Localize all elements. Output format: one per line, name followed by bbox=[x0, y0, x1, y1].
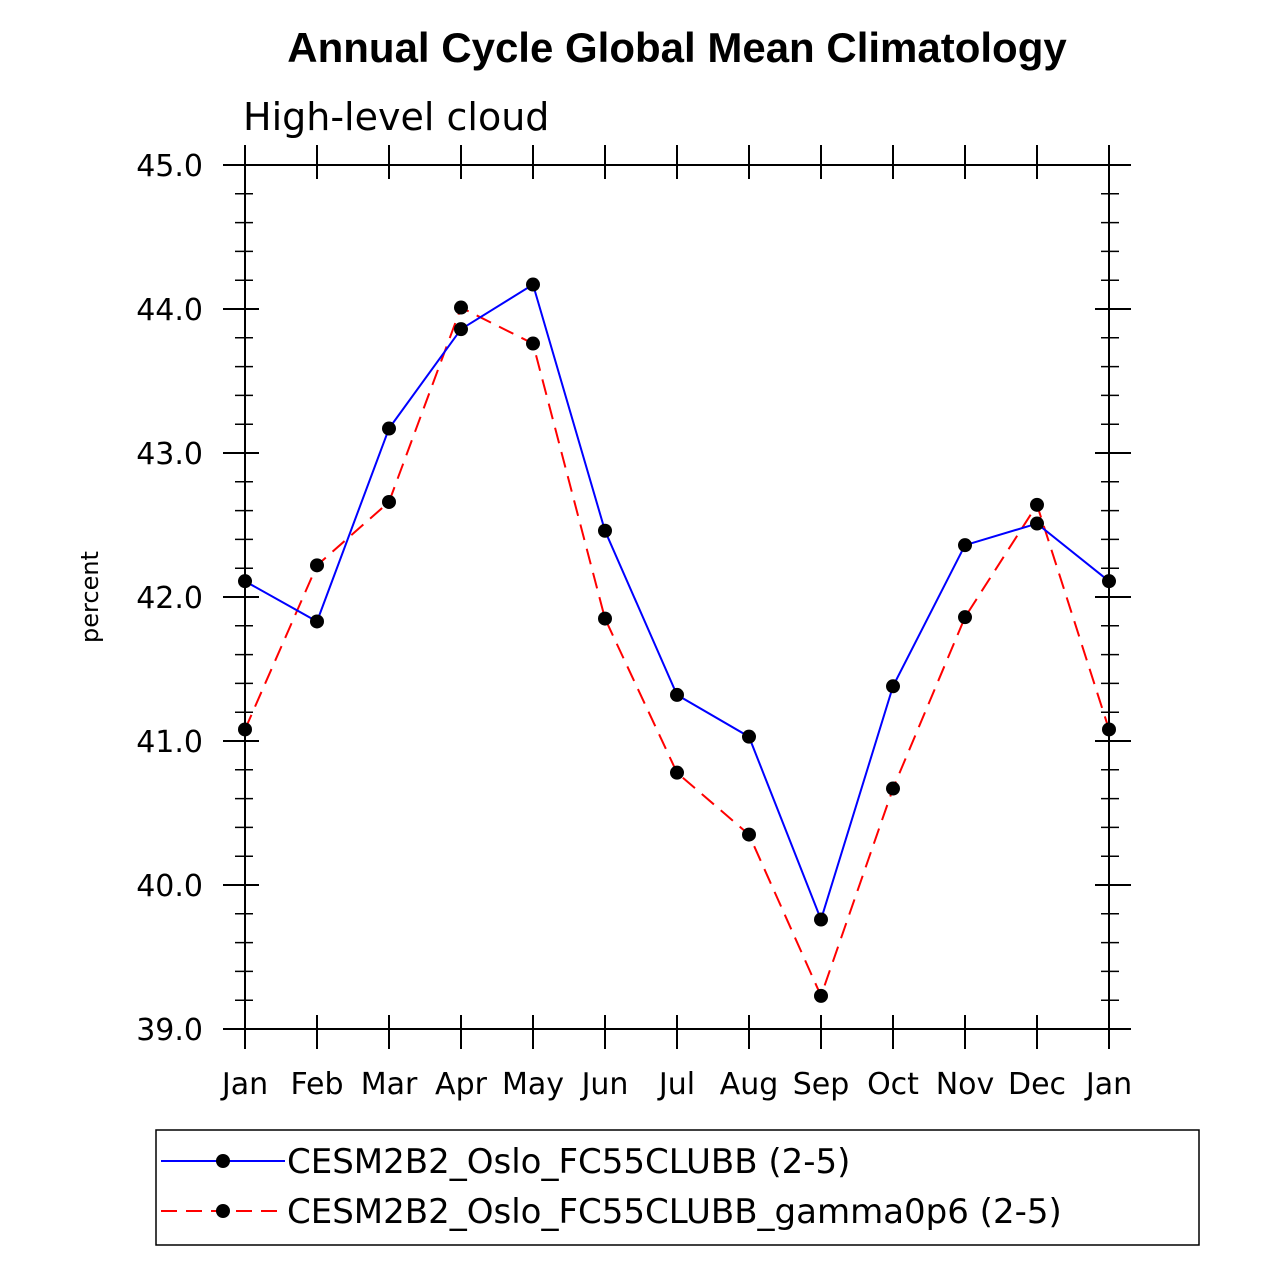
series-1-point bbox=[598, 523, 612, 538]
x-tick-label: Jan bbox=[220, 1067, 268, 1102]
x-tick-label: Jul bbox=[657, 1067, 695, 1102]
series-line-1 bbox=[244, 282, 1110, 923]
legend-box bbox=[155, 1129, 1200, 1246]
x-tick-label: Apr bbox=[435, 1067, 488, 1102]
x-tick-label: Sep bbox=[793, 1067, 850, 1102]
series-1-point bbox=[454, 322, 468, 337]
series-2-point bbox=[310, 558, 324, 573]
series-1-point bbox=[382, 421, 396, 436]
series-line-2 bbox=[244, 306, 1110, 999]
y-tick-label: 42.0 bbox=[136, 581, 203, 616]
x-tick-label: Mar bbox=[361, 1067, 418, 1102]
series-1-point bbox=[742, 729, 756, 744]
series-layer bbox=[238, 277, 1116, 1003]
x-tick-label: Jan bbox=[1084, 1067, 1132, 1102]
x-tick-label: Aug bbox=[720, 1067, 779, 1102]
series-1-point bbox=[958, 538, 972, 553]
series-2-point bbox=[670, 765, 684, 780]
legend-marker-1 bbox=[216, 1154, 230, 1168]
series-2-point bbox=[598, 611, 612, 626]
y-axis-label: percent bbox=[76, 551, 104, 643]
legend-label-2: CESM2B2_Oslo_FC55CLUBB_gamma0p6 (2-5) bbox=[287, 1192, 1062, 1232]
y-tick-label: 40.0 bbox=[136, 869, 203, 904]
legend-marker-2 bbox=[216, 1204, 230, 1218]
x-tick-label: May bbox=[502, 1067, 564, 1102]
plot-frame bbox=[244, 164, 1110, 1030]
series-2-point bbox=[958, 610, 972, 625]
series-2-point bbox=[1102, 722, 1116, 737]
y-tick-label: 44.0 bbox=[136, 293, 203, 328]
chart-title: Annual Cycle Global Mean Climatology bbox=[287, 24, 1067, 71]
y-tick-label: 39.0 bbox=[136, 1013, 203, 1048]
x-tick-label: Feb bbox=[290, 1067, 343, 1102]
series-1-point bbox=[238, 574, 252, 589]
series-2-point bbox=[742, 827, 756, 842]
x-tick-label: Dec bbox=[1008, 1067, 1066, 1102]
y-tick-label: 41.0 bbox=[136, 725, 203, 760]
series-2-point bbox=[382, 494, 396, 509]
series-2-point bbox=[1030, 497, 1044, 512]
y-tick-label: 45.0 bbox=[136, 149, 203, 184]
x-tick-label: Jun bbox=[580, 1067, 629, 1102]
series-1-point bbox=[670, 687, 684, 702]
series-2-point bbox=[526, 336, 540, 351]
legend: CESM2B2_Oslo_FC55CLUBB (2-5) CESM2B2_Oslo… bbox=[155, 1129, 1200, 1246]
chart-subtitle: High-level cloud bbox=[243, 95, 549, 139]
series-2-point bbox=[886, 781, 900, 796]
legend-label-1: CESM2B2_Oslo_FC55CLUBB (2-5) bbox=[287, 1142, 850, 1182]
series-1-point bbox=[814, 912, 828, 927]
series-1-point bbox=[886, 679, 900, 694]
series-1-point bbox=[526, 277, 540, 292]
series-2-point bbox=[454, 300, 468, 315]
axes: Jan Feb Mar Apr May Jun Jul Aug Sep Oct Nov Dec Jan 3… bbox=[136, 145, 1132, 1102]
series-2-point bbox=[814, 988, 828, 1003]
series-2-point bbox=[238, 722, 252, 737]
series-1-point bbox=[310, 614, 324, 629]
y-tick-label: 43.0 bbox=[136, 437, 203, 472]
x-tick-label: Oct bbox=[867, 1067, 919, 1102]
series-1-point bbox=[1102, 574, 1116, 589]
series-1-point bbox=[1030, 516, 1044, 531]
x-tick-label: Nov bbox=[936, 1067, 995, 1102]
